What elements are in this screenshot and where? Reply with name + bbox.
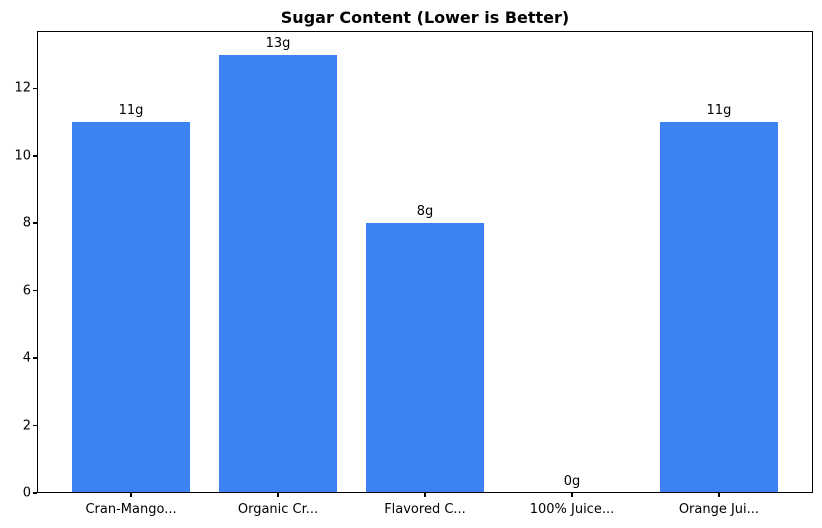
x-tick-label: 100% Juice...	[529, 502, 615, 517]
y-tick-mark	[33, 87, 37, 90]
y-tick-mark	[33, 155, 37, 157]
x-tick-mark	[130, 493, 132, 497]
y-tick-label: 10	[14, 148, 31, 164]
bar	[72, 122, 190, 493]
y-tick-label: 4	[22, 350, 31, 366]
chart-title: Sugar Content (Lower is Better)	[280, 8, 570, 27]
bar-value-label: 11g	[706, 103, 732, 119]
y-tick-label: 8	[22, 215, 31, 231]
y-tick-mark	[33, 424, 37, 427]
y-tick-mark	[33, 289, 37, 292]
bar-value-label: 0g	[563, 474, 581, 489]
y-tick-label: 0	[22, 485, 31, 501]
plot-area	[37, 31, 813, 493]
x-tick-label: Cran-Mango...	[85, 502, 177, 517]
y-tick-label: 2	[22, 418, 31, 434]
x-tick-label: Orange Jui...	[678, 502, 760, 517]
bar	[219, 54, 337, 493]
x-tick-mark	[277, 493, 279, 497]
bar-value-label: 13g	[265, 35, 291, 51]
y-tick-label: 6	[22, 283, 31, 299]
y-tick-mark	[33, 222, 37, 224]
x-tick-label: Flavored C...	[384, 502, 466, 517]
bar	[660, 122, 778, 493]
x-tick-label: Organic Cr...	[237, 502, 319, 517]
bar-value-label: 8g	[416, 204, 434, 220]
x-tick-mark	[424, 493, 426, 497]
y-tick-mark	[33, 357, 37, 359]
bar	[366, 223, 484, 493]
bar-value-label: 11g	[118, 103, 144, 119]
y-tick-label: 12	[14, 80, 31, 96]
x-tick-mark	[718, 493, 720, 497]
x-tick-mark	[571, 493, 573, 497]
y-tick-mark	[33, 492, 37, 494]
